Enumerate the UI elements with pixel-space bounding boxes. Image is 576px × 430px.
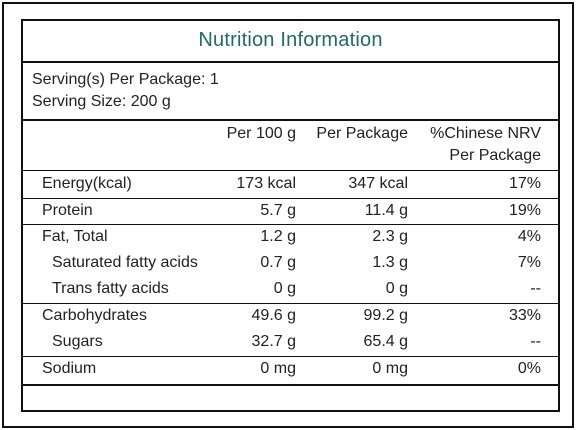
row-sugars-per100: 32.7 g <box>251 333 296 350</box>
row-sodium-per100: 0 mg <box>260 360 296 377</box>
row-carbohydrates-per-package: 99.2 g <box>363 307 408 324</box>
row-divider <box>23 303 558 304</box>
row-protein-per-package: 11.4 g <box>364 202 408 219</box>
row-saturated-fat-name: Saturated fatty acids <box>52 254 198 271</box>
row-divider <box>23 356 558 357</box>
row-trans-fat-per100: 0 g <box>273 280 296 297</box>
row-saturated-fat-nrv: 7% <box>517 254 541 271</box>
header-divider <box>23 170 558 171</box>
row-trans-fat-per-package: 0 g <box>385 280 408 297</box>
row-saturated-fat-per100: 0.7 g <box>260 254 296 271</box>
row-fat-per-package: 2.3 g <box>372 228 408 245</box>
header-nrv-line2: Per Package <box>449 147 541 164</box>
row-carbohydrates-per100: 49.6 g <box>251 307 296 324</box>
table-bottom-divider <box>23 384 558 386</box>
row-energy-per-package: 347 kcal <box>348 175 408 192</box>
row-divider <box>23 224 558 225</box>
row-protein-name: Protein <box>42 202 93 219</box>
row-divider <box>23 198 558 199</box>
row-trans-fat-nrv: -- <box>530 280 541 297</box>
table-title: Nutrition Information <box>198 29 383 51</box>
header-nrv-line1: %Chinese NRV <box>430 125 541 142</box>
serving-size: Serving Size: 200 g <box>32 93 171 110</box>
row-sodium-nrv: 0% <box>517 360 541 377</box>
row-protein-per100: 5.7 g <box>260 202 296 219</box>
servings-per-package: Serving(s) Per Package: 1 <box>32 71 219 88</box>
row-sugars-nrv: -- <box>530 333 541 350</box>
row-sugars-per-package: 65.4 g <box>363 333 408 350</box>
header-per-package: Per Package <box>316 125 408 142</box>
serving-divider <box>23 119 558 121</box>
row-fat-nrv: 4% <box>517 228 541 245</box>
nutrition-table: Nutrition Information Serving(s) Per Pac… <box>21 19 560 412</box>
row-trans-fat-name: Trans fatty acids <box>52 280 169 297</box>
title-divider <box>23 61 558 63</box>
row-sugars-name: Sugars <box>52 333 103 350</box>
row-sodium-name: Sodium <box>42 360 97 377</box>
row-energy-name: Energy(kcal) <box>42 175 132 192</box>
row-carbohydrates-name: Carbohydrates <box>42 307 147 324</box>
row-carbohydrates-nrv: 33% <box>508 307 541 324</box>
row-energy-nrv: 17% <box>508 175 541 192</box>
row-protein-nrv: 19% <box>508 202 541 219</box>
row-fat-name: Fat, Total <box>42 228 108 245</box>
row-saturated-fat-per-package: 1.3 g <box>372 254 408 271</box>
row-energy-per100: 173 kcal <box>236 175 296 192</box>
row-sodium-per-package: 0 mg <box>372 360 408 377</box>
row-fat-per100: 1.2 g <box>260 228 296 245</box>
header-per-100g: Per 100 g <box>226 125 296 142</box>
